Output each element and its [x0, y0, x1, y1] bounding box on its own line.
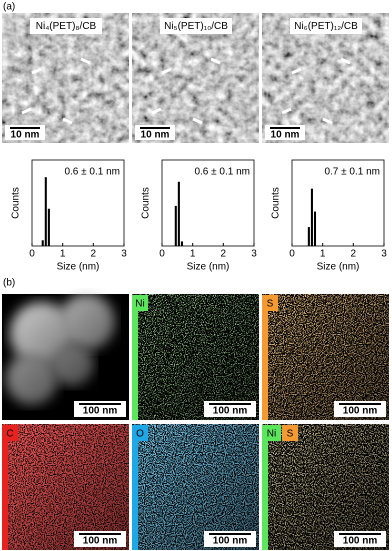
tem-label: Ni₆(PET)₁₂/CB	[294, 21, 358, 32]
plot-frame	[291, 159, 385, 247]
element-label: S	[287, 429, 294, 440]
arrow	[340, 57, 351, 65]
scale-label: 100 nm	[343, 536, 378, 547]
panel-label: (a)	[3, 2, 15, 13]
scale-label: 100 nm	[343, 406, 378, 417]
x-tick-label: 3	[381, 249, 387, 260]
bar	[313, 211, 317, 246]
x-tick-label: 1	[190, 249, 196, 260]
annotation: 0.6 ± 0.1 nm	[194, 167, 250, 178]
element-label-box	[132, 295, 148, 311]
tem-label: Ni₄(PET)₈/CB	[36, 21, 97, 32]
shade	[2, 424, 129, 550]
x-tick-label: 0	[289, 249, 295, 260]
arrow	[80, 57, 91, 65]
tem-label: Ni₅(PET)₁₀/CB	[164, 21, 228, 32]
x-axis-label: Size (nm)	[317, 262, 360, 273]
arrow	[281, 107, 292, 115]
bar	[180, 241, 183, 246]
scale-label: 10 nm	[271, 130, 300, 141]
label-box	[160, 18, 232, 34]
arrow	[322, 117, 333, 125]
panel-label: (b)	[3, 278, 15, 289]
bar	[174, 205, 177, 246]
element-label-box	[132, 425, 148, 441]
label-box	[30, 18, 102, 34]
x-tick-label: 3	[251, 249, 257, 260]
element-label-box	[2, 425, 18, 441]
arrow	[161, 67, 172, 75]
arrow	[151, 107, 162, 115]
scale-label: 10 nm	[141, 130, 170, 141]
label-box	[290, 18, 362, 34]
annotation: 0.7 ± 0.1 nm	[324, 167, 380, 178]
x-tick-label: 0	[159, 249, 165, 260]
color-bar	[2, 440, 8, 550]
x-tick-label: 1	[320, 249, 326, 260]
element-label: O	[136, 429, 144, 440]
arrow	[31, 67, 42, 75]
y-axis-label: Counts	[271, 187, 282, 219]
scale-label: 100 nm	[213, 406, 248, 417]
color-bar	[262, 440, 268, 550]
element-label: S	[267, 299, 274, 310]
bar	[44, 177, 47, 246]
x-axis-label: Size (nm)	[57, 262, 100, 273]
plot-frame	[161, 159, 255, 247]
scale-label: 100 nm	[83, 536, 118, 547]
element-label-box	[262, 295, 278, 311]
shade	[2, 294, 129, 420]
shade	[132, 294, 259, 420]
arrow	[291, 67, 302, 75]
bar	[41, 240, 44, 246]
x-tick-label: 2	[91, 249, 97, 260]
element-label: Ni	[267, 429, 276, 440]
bar	[307, 227, 310, 246]
shade	[262, 294, 389, 420]
bar	[47, 208, 50, 246]
annotation: 0.6 ± 0.1 nm	[64, 167, 120, 178]
y-axis-label: Counts	[11, 187, 22, 219]
scale-label: 100 nm	[213, 536, 248, 547]
element-label: C	[6, 429, 13, 440]
bar	[310, 188, 313, 246]
color-bar	[132, 440, 138, 550]
scale-label: 10 nm	[11, 130, 40, 141]
element-label-box	[262, 425, 281, 441]
x-tick-label: 0	[29, 249, 35, 260]
x-axis-label: Size (nm)	[187, 262, 230, 273]
plot-frame	[31, 159, 125, 247]
arrow	[21, 107, 32, 115]
color-bar	[132, 310, 138, 420]
shade	[132, 424, 259, 550]
x-tick-label: 2	[221, 249, 227, 260]
bar	[177, 181, 180, 246]
x-tick-label: 3	[121, 249, 127, 260]
color-bar	[262, 310, 268, 420]
x-tick-label: 2	[351, 249, 357, 260]
element-label: Ni	[135, 299, 144, 310]
arrow	[192, 117, 203, 125]
shade	[262, 424, 389, 550]
scale-label: 100 nm	[83, 406, 118, 417]
element-label-box	[282, 425, 298, 441]
arrow	[62, 117, 73, 125]
y-axis-label: Counts	[141, 187, 152, 219]
x-tick-label: 1	[60, 249, 66, 260]
arrow	[210, 57, 221, 65]
